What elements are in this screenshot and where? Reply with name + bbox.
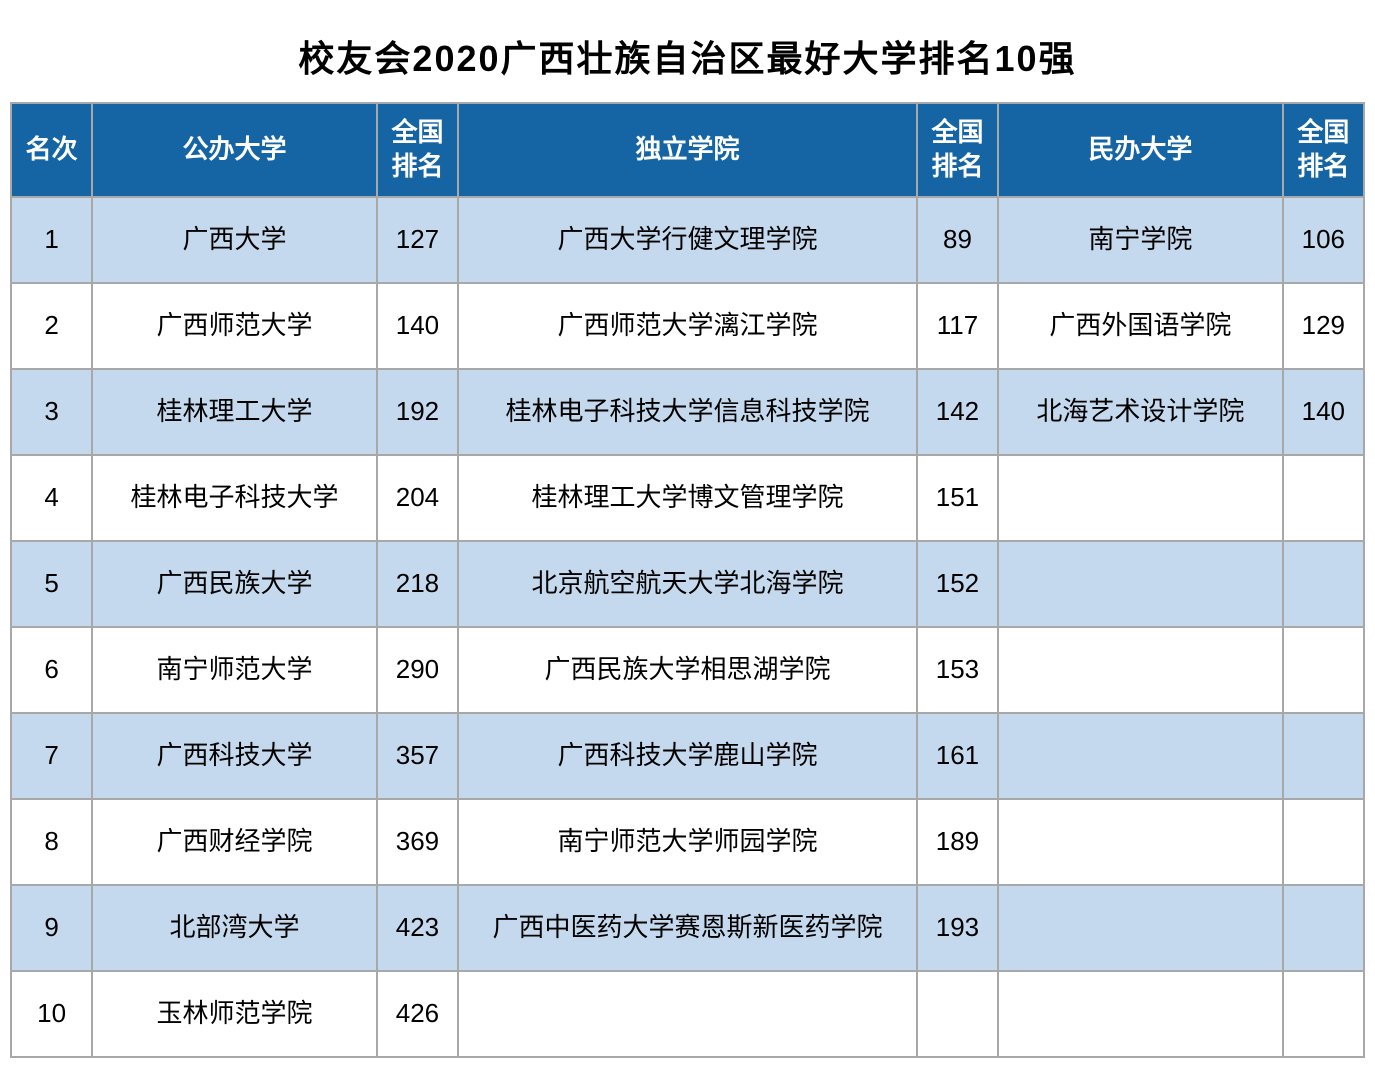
cell-indep-nrank: 142 (917, 369, 998, 455)
cell-private (998, 713, 1283, 799)
table-row: 8 广西财经学院 369 南宁师范大学师园学院 189 (11, 799, 1364, 885)
cell-rank: 5 (11, 541, 92, 627)
cell-indep: 广西民族大学相思湖学院 (458, 627, 917, 713)
cell-private: 南宁学院 (998, 197, 1283, 283)
cell-indep: 北京航空航天大学北海学院 (458, 541, 917, 627)
cell-public-nrank: 423 (377, 885, 458, 971)
ranking-table: 名次 公办大学 全国排名 独立学院 全国排名 民办大学 全国排名 1 广西大学 … (10, 102, 1365, 1058)
page-title: 校友会2020广西壮族自治区最好大学排名10强 (10, 10, 1365, 102)
col-header-private-nrank: 全国排名 (1283, 103, 1364, 197)
cell-rank: 7 (11, 713, 92, 799)
cell-public: 桂林电子科技大学 (92, 455, 377, 541)
cell-indep-nrank: 117 (917, 283, 998, 369)
cell-rank: 2 (11, 283, 92, 369)
cell-rank: 10 (11, 971, 92, 1057)
cell-rank: 8 (11, 799, 92, 885)
table-row: 9 北部湾大学 423 广西中医药大学赛恩斯新医药学院 193 (11, 885, 1364, 971)
cell-public: 广西科技大学 (92, 713, 377, 799)
cell-indep (458, 971, 917, 1057)
col-header-private: 民办大学 (998, 103, 1283, 197)
cell-private: 北海艺术设计学院 (998, 369, 1283, 455)
cell-public: 广西财经学院 (92, 799, 377, 885)
cell-indep-nrank: 153 (917, 627, 998, 713)
cell-private-nrank: 140 (1283, 369, 1364, 455)
cell-indep: 广西中医药大学赛恩斯新医药学院 (458, 885, 917, 971)
col-header-rank: 名次 (11, 103, 92, 197)
cell-private-nrank (1283, 455, 1364, 541)
cell-private-nrank (1283, 627, 1364, 713)
col-header-indep-nrank: 全国排名 (917, 103, 998, 197)
table-row: 3 桂林理工大学 192 桂林电子科技大学信息科技学院 142 北海艺术设计学院… (11, 369, 1364, 455)
cell-indep: 广西大学行健文理学院 (458, 197, 917, 283)
cell-indep: 桂林理工大学博文管理学院 (458, 455, 917, 541)
cell-public: 北部湾大学 (92, 885, 377, 971)
cell-indep-nrank: 89 (917, 197, 998, 283)
cell-rank: 9 (11, 885, 92, 971)
cell-indep-nrank: 193 (917, 885, 998, 971)
cell-public-nrank: 204 (377, 455, 458, 541)
cell-public-nrank: 290 (377, 627, 458, 713)
ranking-table-container: 校友会2020广西壮族自治区最好大学排名10强 名次 公办大学 全国排名 独立学… (10, 10, 1365, 1058)
cell-private-nrank (1283, 971, 1364, 1057)
cell-indep-nrank: 152 (917, 541, 998, 627)
cell-rank: 4 (11, 455, 92, 541)
cell-private-nrank: 106 (1283, 197, 1364, 283)
cell-public: 南宁师范大学 (92, 627, 377, 713)
cell-private (998, 799, 1283, 885)
cell-indep: 广西师范大学漓江学院 (458, 283, 917, 369)
cell-public: 广西大学 (92, 197, 377, 283)
cell-indep: 广西科技大学鹿山学院 (458, 713, 917, 799)
table-row: 4 桂林电子科技大学 204 桂林理工大学博文管理学院 151 (11, 455, 1364, 541)
table-row: 6 南宁师范大学 290 广西民族大学相思湖学院 153 (11, 627, 1364, 713)
cell-public-nrank: 218 (377, 541, 458, 627)
table-row: 2 广西师范大学 140 广西师范大学漓江学院 117 广西外国语学院 129 (11, 283, 1364, 369)
cell-public: 玉林师范学院 (92, 971, 377, 1057)
cell-public-nrank: 192 (377, 369, 458, 455)
cell-public: 广西师范大学 (92, 283, 377, 369)
table-row: 10 玉林师范学院 426 (11, 971, 1364, 1057)
cell-private-nrank (1283, 541, 1364, 627)
cell-private-nrank (1283, 885, 1364, 971)
cell-private-nrank: 129 (1283, 283, 1364, 369)
cell-private-nrank (1283, 713, 1364, 799)
table-row: 1 广西大学 127 广西大学行健文理学院 89 南宁学院 106 (11, 197, 1364, 283)
cell-indep: 南宁师范大学师园学院 (458, 799, 917, 885)
table-body: 1 广西大学 127 广西大学行健文理学院 89 南宁学院 106 2 广西师范… (11, 197, 1364, 1057)
cell-indep: 桂林电子科技大学信息科技学院 (458, 369, 917, 455)
cell-indep-nrank: 189 (917, 799, 998, 885)
cell-private (998, 971, 1283, 1057)
cell-indep-nrank (917, 971, 998, 1057)
header-row: 名次 公办大学 全国排名 独立学院 全国排名 民办大学 全国排名 (11, 103, 1364, 197)
cell-private (998, 455, 1283, 541)
cell-public-nrank: 369 (377, 799, 458, 885)
cell-private (998, 541, 1283, 627)
cell-indep-nrank: 161 (917, 713, 998, 799)
col-header-public: 公办大学 (92, 103, 377, 197)
cell-rank: 3 (11, 369, 92, 455)
table-row: 7 广西科技大学 357 广西科技大学鹿山学院 161 (11, 713, 1364, 799)
cell-private: 广西外国语学院 (998, 283, 1283, 369)
cell-private (998, 627, 1283, 713)
cell-rank: 6 (11, 627, 92, 713)
cell-public: 广西民族大学 (92, 541, 377, 627)
col-header-public-nrank: 全国排名 (377, 103, 458, 197)
cell-public-nrank: 127 (377, 197, 458, 283)
cell-indep-nrank: 151 (917, 455, 998, 541)
cell-rank: 1 (11, 197, 92, 283)
table-row: 5 广西民族大学 218 北京航空航天大学北海学院 152 (11, 541, 1364, 627)
cell-private-nrank (1283, 799, 1364, 885)
cell-public-nrank: 426 (377, 971, 458, 1057)
cell-public: 桂林理工大学 (92, 369, 377, 455)
col-header-indep: 独立学院 (458, 103, 917, 197)
cell-private (998, 885, 1283, 971)
cell-public-nrank: 140 (377, 283, 458, 369)
cell-public-nrank: 357 (377, 713, 458, 799)
